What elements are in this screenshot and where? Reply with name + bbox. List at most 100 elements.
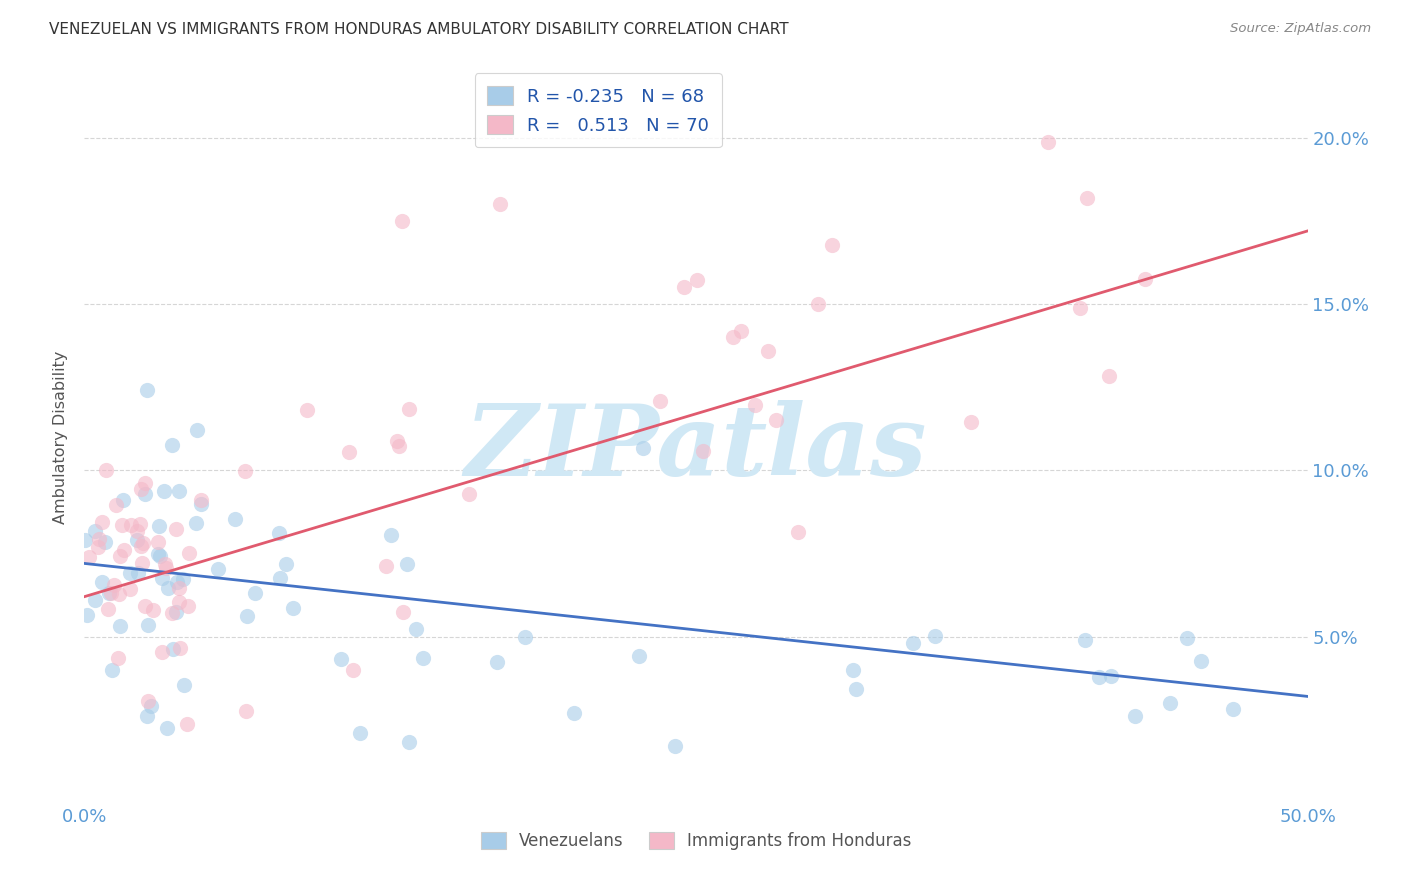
Point <box>562 706 585 721</box>
Point <box>129 482 152 496</box>
Point <box>342 663 364 677</box>
Point <box>73 533 96 548</box>
Point <box>960 415 983 429</box>
Point <box>101 663 124 677</box>
Point <box>396 557 419 571</box>
Point <box>844 682 866 697</box>
Point <box>744 399 766 413</box>
Point <box>1076 191 1098 205</box>
Point <box>337 445 360 459</box>
Point <box>167 595 190 609</box>
Point <box>96 463 118 477</box>
Point <box>108 618 131 632</box>
Point <box>155 561 177 575</box>
Point <box>127 524 149 538</box>
Point <box>1099 669 1122 683</box>
Point <box>269 571 291 585</box>
Point <box>186 424 208 438</box>
Point <box>1159 696 1181 710</box>
Point <box>134 486 156 500</box>
Point <box>190 497 212 511</box>
Point <box>97 585 120 599</box>
Point <box>136 694 159 708</box>
Point <box>1069 301 1091 315</box>
Point <box>118 582 141 596</box>
Point <box>405 622 427 636</box>
Point <box>173 677 195 691</box>
Point <box>134 599 156 614</box>
Point <box>489 197 512 211</box>
Point <box>329 652 352 666</box>
Point <box>177 599 200 613</box>
Point <box>224 512 246 526</box>
Legend: Venezuelans, Immigrants from Honduras: Venezuelans, Immigrants from Honduras <box>474 825 918 856</box>
Point <box>295 403 318 417</box>
Point <box>136 618 159 632</box>
Point <box>90 515 112 529</box>
Point <box>1222 702 1244 716</box>
Point <box>127 566 149 580</box>
Point <box>375 558 398 573</box>
Point <box>765 413 787 427</box>
Point <box>157 582 180 596</box>
Point <box>104 498 127 512</box>
Point <box>633 442 655 456</box>
Point <box>685 273 707 287</box>
Point <box>118 566 141 581</box>
Point <box>236 608 259 623</box>
Point <box>235 704 257 718</box>
Point <box>786 524 808 539</box>
Point <box>398 401 420 416</box>
Point <box>107 650 129 665</box>
Point <box>84 524 107 538</box>
Point <box>156 721 179 735</box>
Point <box>139 699 162 714</box>
Point <box>153 558 176 572</box>
Point <box>136 383 159 397</box>
Point <box>730 324 752 338</box>
Point <box>179 546 201 560</box>
Point <box>1123 709 1146 723</box>
Point <box>807 297 830 311</box>
Point <box>398 735 420 749</box>
Point <box>1098 369 1121 384</box>
Point <box>1074 632 1097 647</box>
Point <box>391 214 413 228</box>
Point <box>664 739 686 753</box>
Point <box>692 443 714 458</box>
Point <box>108 549 131 564</box>
Point <box>842 663 865 677</box>
Point <box>120 518 142 533</box>
Point <box>129 517 152 532</box>
Point <box>412 650 434 665</box>
Point <box>134 476 156 491</box>
Point <box>821 238 844 252</box>
Point <box>167 484 190 499</box>
Point <box>648 393 671 408</box>
Point <box>142 603 165 617</box>
Point <box>100 586 122 600</box>
Point <box>207 562 229 576</box>
Point <box>184 516 207 531</box>
Point <box>380 527 402 541</box>
Point <box>628 648 651 663</box>
Point <box>112 542 135 557</box>
Point <box>103 578 125 592</box>
Point <box>129 540 152 554</box>
Point <box>84 593 107 607</box>
Point <box>148 519 170 533</box>
Point <box>77 550 100 565</box>
Point <box>127 533 149 548</box>
Point <box>276 557 298 571</box>
Point <box>131 556 153 570</box>
Point <box>97 601 120 615</box>
Point <box>1133 271 1156 285</box>
Point <box>1189 654 1212 668</box>
Point <box>94 535 117 549</box>
Point <box>267 525 290 540</box>
Point <box>166 575 188 590</box>
Point <box>132 536 155 550</box>
Point <box>167 581 190 595</box>
Text: Source: ZipAtlas.com: Source: ZipAtlas.com <box>1230 22 1371 36</box>
Point <box>136 709 159 723</box>
